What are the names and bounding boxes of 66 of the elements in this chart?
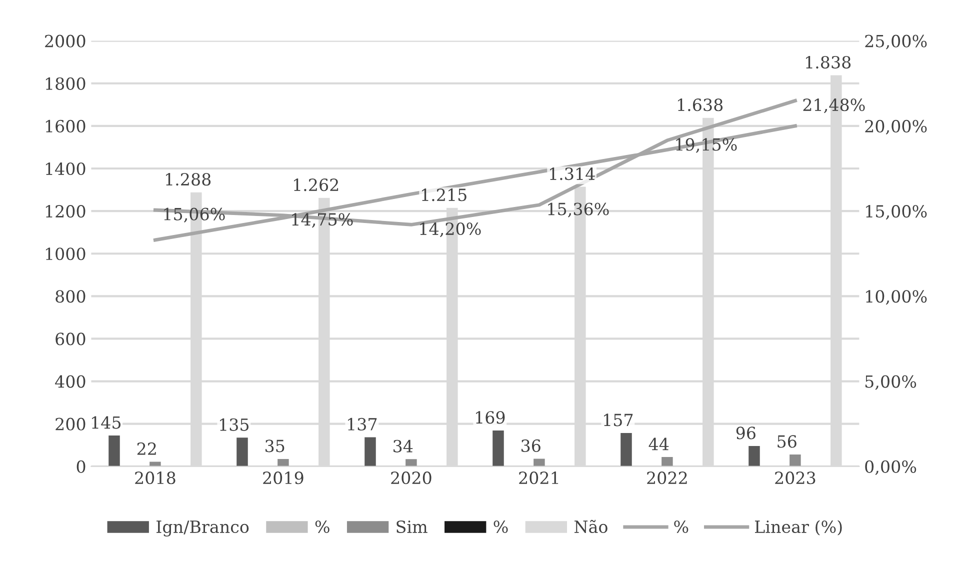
data-label: 19,15% [676, 138, 737, 153]
y-tick-label: 1800 [46, 77, 86, 90]
y2-tick-label: 20,00% [865, 120, 927, 135]
data-label: 15,06% [164, 208, 225, 222]
bar [534, 458, 545, 466]
bar [748, 446, 760, 466]
y-tick-label: 1400 [46, 162, 86, 176]
y2-tick-label: 0,00% [865, 460, 916, 476]
y2-tick-label: 10,00% [866, 290, 927, 305]
data-label: 1.638 [678, 98, 723, 112]
data-label: 157 [604, 414, 633, 426]
legend-label: Sim [396, 520, 428, 534]
bar [108, 436, 120, 466]
x-tick-label: 2023 [775, 472, 816, 484]
data-label: 36 [522, 439, 540, 452]
data-label: 15,36% [548, 202, 609, 218]
data-label: 145 [92, 416, 121, 429]
legend-label: Não [574, 520, 608, 534]
legend-label: % [315, 520, 330, 534]
x-tick-label: 2022 [647, 472, 687, 484]
bar [406, 459, 417, 466]
data-label: 1.215 [422, 188, 466, 202]
data-label: 34 [394, 440, 413, 452]
y-tick-label: 400 [55, 375, 86, 388]
y-tick-label: 0 [76, 460, 86, 473]
legend-label: Ign/Branco [156, 520, 249, 537]
y-tick-label: 600 [56, 332, 86, 346]
y-tick-label: 800 [56, 290, 86, 303]
bar [620, 432, 632, 466]
y2-tick-label: 25,00% [865, 34, 927, 50]
bar [662, 457, 673, 466]
data-label: 14,75% [292, 213, 353, 228]
y2-tick-label: 5,00% [865, 375, 916, 390]
bar [150, 462, 161, 466]
data-label: 137 [348, 418, 377, 431]
data-label: 44 [648, 438, 669, 450]
bar [236, 438, 248, 466]
bar [278, 458, 289, 466]
y-tick-label: 2000 [45, 34, 86, 48]
y2-tick-label: 15,00% [866, 205, 927, 220]
data-label: 96 [736, 426, 756, 440]
data-label: 1.262 [294, 178, 338, 192]
data-label: 1.838 [806, 56, 851, 69]
bar [492, 430, 504, 466]
bar [790, 454, 801, 466]
data-label: 56 [778, 435, 796, 448]
data-label: 21,48% [803, 98, 865, 114]
x-tick-label: 2019 [263, 472, 304, 484]
bar [364, 437, 376, 466]
data-label: 14,20% [420, 222, 481, 238]
y-tick-label: 1000 [46, 248, 86, 260]
data-label: 1.288 [166, 173, 211, 186]
legend-label: % [674, 520, 688, 534]
y-tick-label: 1600 [46, 120, 86, 132]
x-tick-label: 2020 [391, 472, 432, 484]
data-label: 135 [220, 418, 249, 431]
data-label: 169 [476, 411, 505, 424]
x-tick-label: 2018 [135, 472, 176, 484]
data-label: 1.314 [550, 167, 595, 180]
x-tick-label: 2021 [519, 472, 558, 484]
data-label: 35 [266, 440, 284, 452]
data-label: 22 [137, 442, 156, 455]
y-tick-label: 1200 [46, 205, 86, 218]
legend-label: % [494, 520, 508, 534]
y-tick-label: 200 [56, 418, 86, 430]
legend-label: Linear (%) [755, 520, 842, 536]
